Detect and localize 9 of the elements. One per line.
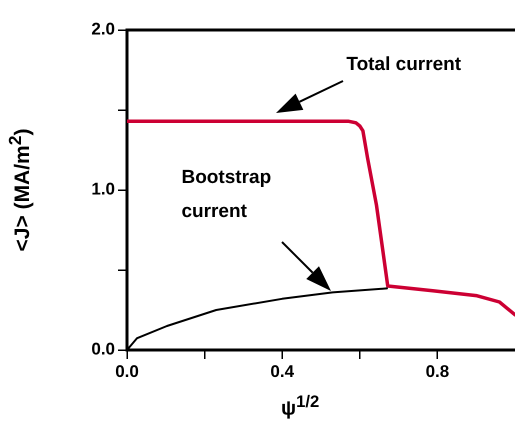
x-tick-label: 0.8	[426, 362, 450, 381]
x-axis-title: ψ$^{1/2}$	[281, 392, 320, 421]
annotation: Bootstrap current	[181, 166, 272, 224]
y-tick-label: 1.0	[91, 180, 115, 199]
y-tick-label: 2.0	[91, 20, 115, 39]
x-tick-label: 0.4	[270, 362, 295, 381]
annotation: Total current	[346, 53, 462, 78]
x-tick-label: 0.0	[115, 362, 139, 381]
y-tick-label: 0.0	[91, 340, 115, 359]
